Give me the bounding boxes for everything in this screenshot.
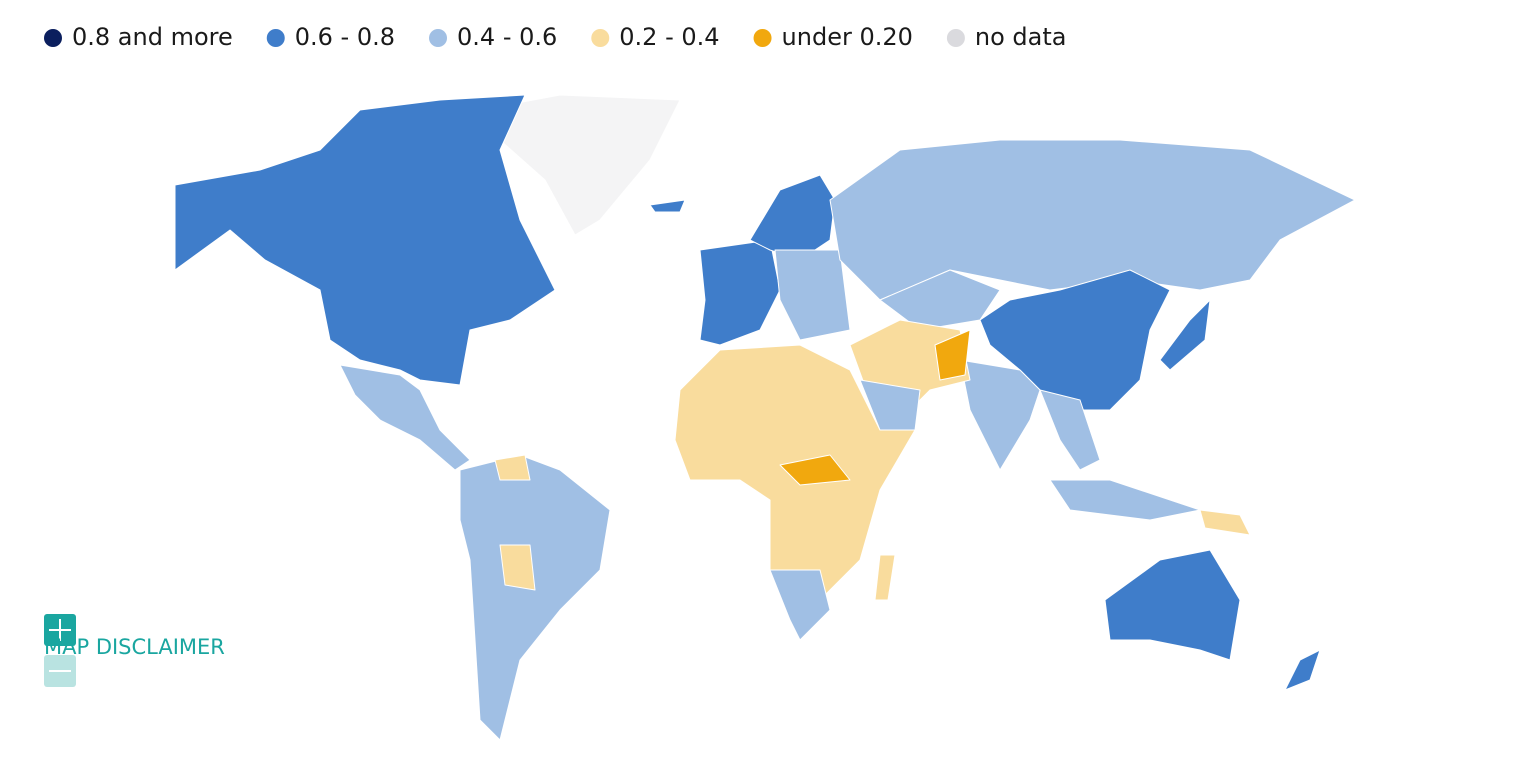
- india[interactable]: [959, 359, 1041, 471]
- regions: [174, 94, 1356, 741]
- legend-label[interactable]: 0.6 - 0.8: [295, 23, 395, 51]
- africa[interactable]: [674, 344, 916, 621]
- legend-item[interactable]: no data: [946, 23, 1067, 51]
- map-disclaimer[interactable]: MAP DISCLAIMER: [44, 635, 225, 659]
- central-america[interactable]: [339, 364, 471, 471]
- legend-label[interactable]: 0.2 - 0.4: [619, 23, 719, 51]
- legend-item[interactable]: 0.4 - 0.6: [429, 23, 557, 51]
- new-zealand[interactable]: [1284, 649, 1321, 691]
- zoom-in-icon[interactable]: [49, 619, 71, 641]
- eastern-europe[interactable]: [774, 249, 851, 341]
- legend-swatch[interactable]: [946, 29, 965, 47]
- japan[interactable]: [1159, 299, 1211, 371]
- legend: 0.8 and more 0.6 - 0.8 0.4 - 0.6 0.2 - 0.4 u…: [44, 23, 1067, 51]
- southeast-asia[interactable]: [1039, 389, 1101, 471]
- papua-new-guinea[interactable]: [1199, 509, 1251, 536]
- south-america[interactable]: [459, 454, 611, 741]
- indonesia[interactable]: [1049, 479, 1201, 521]
- legend-item[interactable]: under 0.20: [753, 23, 913, 51]
- western-europe[interactable]: [699, 239, 781, 346]
- legend-label[interactable]: no data: [975, 23, 1067, 51]
- afghanistan[interactable]: [934, 329, 971, 381]
- legend-swatch[interactable]: [266, 29, 285, 47]
- australia[interactable]: [1104, 549, 1241, 661]
- greenland[interactable]: [479, 94, 681, 236]
- central-african-region[interactable]: [779, 454, 851, 486]
- north-america[interactable]: [174, 94, 556, 386]
- madagascar[interactable]: [874, 554, 896, 601]
- zoom-in-button[interactable]: [44, 614, 76, 646]
- legend-swatch[interactable]: [44, 29, 62, 47]
- southern-africa[interactable]: [769, 569, 831, 641]
- legend-swatch[interactable]: [753, 29, 772, 47]
- iceland[interactable]: [649, 199, 686, 213]
- venezuela[interactable]: [494, 454, 531, 481]
- legend-item[interactable]: 0.8 and more: [44, 23, 233, 51]
- legend-label[interactable]: 0.8 and more: [72, 23, 233, 51]
- legend-swatch[interactable]: [429, 29, 448, 47]
- legend-label[interactable]: 0.4 - 0.6: [457, 23, 557, 51]
- arabian-peninsula[interactable]: [859, 379, 921, 431]
- legend-swatch[interactable]: [591, 29, 610, 47]
- china[interactable]: [979, 269, 1171, 411]
- legend-item[interactable]: 0.6 - 0.8: [266, 23, 395, 51]
- zoom-out-button[interactable]: [44, 655, 76, 687]
- russia[interactable]: [829, 139, 1356, 301]
- legend-item[interactable]: 0.2 - 0.4: [591, 23, 720, 51]
- bolivia[interactable]: [499, 544, 536, 591]
- legend-label[interactable]: under 0.20: [782, 23, 913, 51]
